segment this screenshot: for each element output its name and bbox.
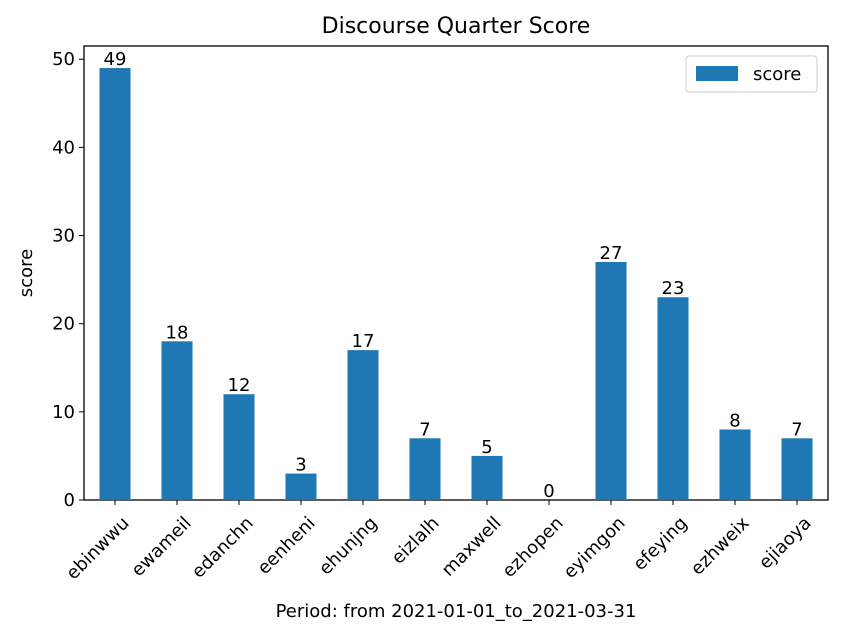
bar-ehunjng: [347, 350, 379, 500]
y-tick-label: 30: [52, 226, 75, 247]
bar-value-label: 7: [791, 419, 802, 440]
x-tick-label: ezhweix: [687, 512, 754, 579]
x-tick-label: ebinwwu: [62, 513, 133, 584]
bar-value-label: 17: [352, 331, 375, 352]
bar-value-label: 5: [481, 437, 492, 458]
x-tick-label: ezhopen: [498, 513, 567, 582]
x-tick-label: eyimgon: [560, 513, 630, 583]
x-tick-label: ejiaoya: [755, 513, 816, 574]
bar-edanchn: [223, 394, 255, 500]
bar-eenheni: [285, 473, 317, 500]
y-tick-label: 40: [52, 137, 75, 158]
bar-value-label: 27: [600, 243, 623, 264]
legend: score: [685, 55, 818, 93]
legend-label: score: [753, 64, 801, 85]
bar-efeying: [657, 297, 689, 500]
bar-value-label: 18: [166, 322, 189, 343]
y-axis-label: score: [16, 249, 37, 297]
bar-eizlalh: [409, 438, 441, 500]
legend-swatch: [696, 66, 738, 81]
x-tick-label: efeying: [629, 513, 691, 575]
y-tick-label: 50: [52, 49, 75, 70]
chart-title: Discourse Quarter Score: [322, 14, 591, 39]
y-tick-label: 20: [52, 314, 75, 335]
y-tick-label: 10: [52, 402, 75, 423]
bar-value-label: 23: [662, 278, 685, 299]
bar-value-label: 12: [228, 375, 251, 396]
x-tick-label: maxwell: [438, 513, 506, 581]
bar-ezhweix: [719, 429, 751, 500]
legend-frame: [685, 55, 818, 93]
x-tick-label: ehunjng: [315, 513, 382, 580]
bar-value-label: 0: [543, 481, 554, 502]
x-axis-label: Period: from 2021-01-01_to_2021-03-31: [276, 601, 637, 622]
x-tick-label: edanchn: [188, 513, 258, 583]
bar-value-label: 7: [419, 419, 430, 440]
bar-ejiaoya: [781, 438, 813, 500]
bar-ebinwwu: [99, 68, 131, 501]
bar-value-label: 3: [295, 455, 306, 476]
bar-maxwell: [471, 455, 503, 500]
y-tick-label: 0: [64, 490, 75, 511]
x-tick-label: ewameil: [127, 513, 195, 581]
x-tick-label: eenheni: [254, 513, 320, 579]
bar-value-label: 49: [104, 49, 127, 70]
x-tick-label: eizlalh: [388, 513, 444, 569]
plot-frame: [83, 45, 829, 501]
bar-ewameil: [161, 341, 193, 500]
bar-eyimgon: [595, 261, 627, 500]
bar-value-label: 8: [729, 410, 740, 431]
